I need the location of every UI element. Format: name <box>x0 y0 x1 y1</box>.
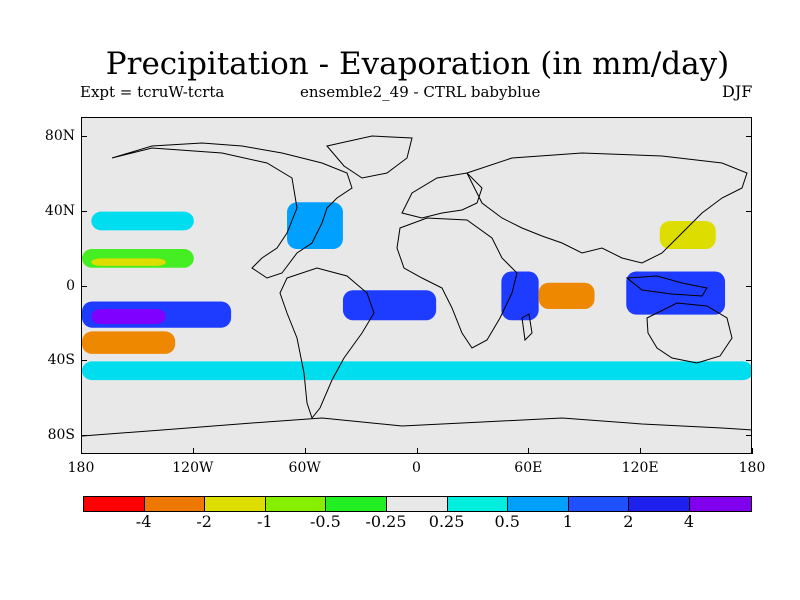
colorbar-swatch <box>568 497 630 511</box>
lat-tick-mark <box>746 435 752 437</box>
lat-tick-mark <box>81 285 87 287</box>
region-south-pacific-purple <box>91 308 166 324</box>
lon-tick-label: 120E <box>621 460 659 476</box>
region-north-pacific-yellow <box>91 258 166 266</box>
region-west-pacific-blue <box>626 271 726 315</box>
anomaly-regions <box>82 202 751 381</box>
chart-title: Precipitation - Evaporation (in mm/day) <box>105 46 730 82</box>
greenland-outline <box>326 135 413 179</box>
colorbar-label: 4 <box>683 512 695 531</box>
lat-tick-mark <box>81 435 87 437</box>
region-west-indian-ocean-blue <box>501 271 539 321</box>
lat-tick-mark <box>746 360 752 362</box>
colorbar-label: 0.25 <box>428 512 465 531</box>
lon-tick-label: 0 <box>412 460 421 476</box>
lat-tick-label: 40N <box>44 202 75 219</box>
region-south-pacific-orange <box>82 331 176 354</box>
map-panel <box>81 117 752 454</box>
colorbar-swatch <box>265 497 327 511</box>
colorbar-swatch <box>144 497 206 511</box>
lon-tick-mark <box>304 448 306 454</box>
colorbar-swatch <box>447 497 509 511</box>
region-north-pacific-blue <box>91 211 194 231</box>
region-indian-ocean-orange <box>538 282 595 309</box>
africa-outline <box>396 217 518 349</box>
lon-tick-label: 120W <box>172 460 214 476</box>
colorbar-label: -0.25 <box>365 512 407 531</box>
ensemble-label: ensemble2_49 - CTRL babyblue <box>300 83 541 101</box>
lon-tick-label: 180 <box>67 460 95 476</box>
lat-tick-mark <box>746 135 752 137</box>
asia-outline <box>466 152 748 264</box>
map-canvas <box>82 135 751 437</box>
colorbar <box>83 496 752 512</box>
europe-outline <box>401 172 483 219</box>
lat-tick-label: 80S <box>47 427 75 444</box>
colorbar-label: 2 <box>623 512 634 531</box>
lon-tick-mark <box>528 448 530 454</box>
lon-tick-label: 180 <box>738 460 766 476</box>
colorbar-swatch <box>326 497 387 511</box>
lat-tick-mark <box>81 135 87 137</box>
lon-tick-label: 60E <box>514 460 543 476</box>
region-southern-ocean-cyan <box>82 361 751 381</box>
colorbar-label: -2 <box>196 512 212 531</box>
colorbar-label: 0.5 <box>494 512 520 531</box>
colorbar-swatch <box>84 497 145 511</box>
lon-tick-mark <box>192 448 194 454</box>
lon-tick-mark <box>416 448 418 454</box>
colorbar-swatch <box>689 497 751 511</box>
colorbar-swatch <box>508 497 569 511</box>
lon-tick-mark <box>81 448 82 454</box>
region-nw-pacific-yellow <box>659 220 716 250</box>
lon-tick-mark <box>752 448 753 454</box>
lat-tick-mark <box>81 210 87 212</box>
region-north-atlantic-blue <box>287 202 343 250</box>
continent-outlines <box>82 135 751 437</box>
lat-tick-label: 80N <box>44 127 75 144</box>
lat-tick-mark <box>746 285 752 287</box>
colorbar-swatch <box>205 497 266 511</box>
indonesia-outline <box>625 275 708 297</box>
colorbar-label: -1 <box>257 512 273 531</box>
region-atlantic-tropical-blue <box>342 290 437 321</box>
lat-tick-label: 0 <box>66 277 75 294</box>
lat-tick-label: 40S <box>47 352 75 369</box>
south-america-outline <box>279 267 375 420</box>
experiment-label: Expt = tcruW-tcrta <box>80 83 225 101</box>
colorbar-label: 1 <box>562 512 573 531</box>
lon-tick-label: 60W <box>288 460 321 476</box>
colorbar-swatch <box>629 497 690 511</box>
north-america-outline <box>111 142 353 279</box>
australia-outline <box>646 302 733 364</box>
lon-tick-mark <box>640 448 642 454</box>
antarctica-outline <box>82 417 751 437</box>
colorbar-swatch <box>386 497 448 511</box>
season-label: DJF <box>722 82 753 101</box>
lat-tick-mark <box>81 360 87 362</box>
lat-tick-mark <box>746 210 752 212</box>
colorbar-label: -4 <box>135 512 152 531</box>
colorbar-label: -0.5 <box>309 512 341 531</box>
madagascar-outline <box>521 313 533 342</box>
